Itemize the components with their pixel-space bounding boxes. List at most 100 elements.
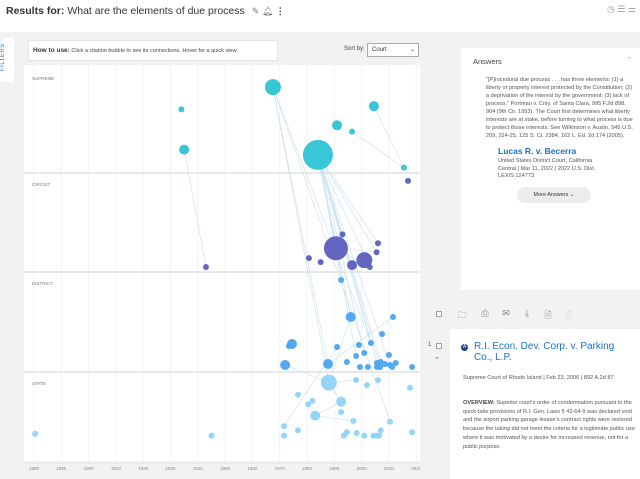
band-label-state: STATE — [32, 381, 46, 386]
citation-bubble-supreme[interactable] — [332, 120, 343, 131]
citation-bubble-district[interactable] — [409, 364, 416, 370]
sort-select[interactable]: Court ⌄ — [367, 43, 419, 57]
citation-bubble-state[interactable] — [294, 391, 301, 398]
citation-bubble-district[interactable] — [367, 340, 374, 346]
x-tick-label: 1930 — [165, 466, 176, 471]
bell-icon[interactable]: 🔔︎ — [261, 5, 274, 16]
print-icon[interactable]: ⎙ — [481, 308, 489, 318]
citation-bubble-circuit[interactable] — [366, 264, 373, 271]
results-title: Results for: What are the elements of due… — [6, 5, 285, 17]
results-label: Results for: — [6, 5, 65, 17]
citation-bubble-state[interactable] — [361, 432, 368, 439]
citation-bubble-state[interactable] — [350, 417, 357, 424]
citation-bubble-state[interactable] — [336, 396, 347, 407]
citation-bubble-district[interactable] — [381, 361, 388, 367]
result-title-link[interactable]: R.I. Econ. Dev. Corp. v. Parking Co., L.… — [474, 341, 615, 363]
citation-bubble-circuit[interactable] — [339, 231, 346, 238]
citation-edge — [373, 106, 405, 168]
citation-bubble-state[interactable] — [320, 374, 337, 391]
citation-bubble-district[interactable] — [356, 364, 363, 370]
citation-bubble-circuit[interactable] — [374, 240, 381, 247]
folder-icon[interactable]: 🗀 — [457, 310, 467, 320]
citation-bubble-state[interactable] — [386, 418, 393, 425]
citation-bubble-supreme[interactable] — [400, 164, 407, 171]
download-icon[interactable]: ⤓ — [525, 308, 529, 318]
citation-bubble-state[interactable] — [409, 429, 416, 436]
citation-bubble-state[interactable] — [294, 427, 301, 434]
result-checkbox[interactable] — [436, 343, 442, 349]
citation-bubble-state[interactable] — [406, 384, 413, 391]
citation-bubble-circuit[interactable] — [305, 255, 312, 262]
filters-tab[interactable]: FILTERS — [0, 38, 14, 82]
citation-bubble-state[interactable] — [364, 382, 371, 389]
citation-bubble-state[interactable] — [376, 432, 383, 439]
more-answers-button[interactable]: More Answers ⌄ — [517, 186, 591, 203]
citation-bubble-state[interactable] — [32, 430, 39, 437]
more-vertical-icon[interactable]: ⋮ — [275, 5, 285, 16]
citation-bubble-circuit[interactable] — [356, 252, 373, 269]
select-all-checkbox[interactable] — [436, 311, 442, 317]
citation-bubble-state[interactable] — [305, 401, 312, 408]
citation-bubble-district[interactable] — [379, 331, 386, 337]
citation-edge — [328, 316, 351, 383]
citation-bubble-circuit[interactable] — [202, 264, 209, 271]
citation-bubble-circuit[interactable] — [405, 177, 412, 184]
citation-bubble-circuit[interactable] — [347, 260, 358, 271]
citation-bubble-district[interactable] — [353, 353, 360, 359]
citation-bubble-district[interactable] — [389, 314, 396, 320]
answer-case-link[interactable]: Lucas R. v. Becerra — [498, 146, 577, 156]
citation-bubble-district[interactable] — [361, 350, 368, 356]
document-icon[interactable]: 🗎 — [544, 310, 552, 320]
citation-bubble-state[interactable] — [310, 410, 321, 421]
citation-bubble-district[interactable] — [392, 360, 399, 366]
citation-bubble-state[interactable] — [377, 427, 384, 434]
citation-bubble-district[interactable] — [385, 352, 392, 358]
list-view-icon[interactable]: ☰ — [617, 4, 626, 14]
citation-bubble-supreme[interactable] — [264, 79, 281, 96]
band-label-supreme: SUPREME — [32, 76, 54, 81]
citation-bubble-state[interactable] — [338, 409, 345, 416]
citation-bubble-circuit[interactable] — [323, 236, 348, 261]
pencil-icon[interactable]: ✎ — [251, 5, 260, 16]
citation-bubble-state[interactable] — [353, 430, 360, 437]
sort-value: Court — [372, 47, 387, 53]
citation-bubble-district[interactable] — [389, 364, 396, 370]
citation-bubble-supreme[interactable] — [349, 128, 356, 135]
citation-edge — [317, 154, 381, 363]
citation-bubble-supreme[interactable] — [179, 144, 190, 155]
citation-bubble-supreme[interactable] — [368, 101, 379, 112]
x-tick-label: 1900 — [84, 466, 95, 471]
citation-edge — [351, 131, 405, 168]
citation-bubble-state[interactable] — [208, 432, 215, 439]
citation-bubble-district[interactable] — [364, 364, 371, 370]
citation-bubble-district[interactable] — [323, 359, 334, 369]
citation-bubble-state[interactable] — [281, 432, 288, 439]
compact-view-icon[interactable]: ⚌ — [627, 4, 636, 14]
citation-bubble-state[interactable] — [309, 397, 316, 404]
citation-bubble-supreme[interactable] — [302, 139, 333, 170]
citation-bubble-state[interactable] — [353, 376, 360, 383]
answer-quote: "[P]rocedural due process . . . has thre… — [486, 77, 633, 139]
citation-bubble-circuit[interactable] — [317, 259, 324, 266]
citation-bubble-district[interactable] — [355, 342, 362, 348]
citation-bubble-district[interactable] — [285, 343, 292, 349]
citation-bubble-state[interactable] — [374, 376, 381, 383]
citation-bubble-district[interactable] — [343, 359, 350, 365]
result-card: A R.I. Econ. Dev. Corp. v. Parking Co., … — [450, 329, 640, 479]
collapse-icon[interactable]: ⌃ — [626, 57, 632, 64]
citation-bubble-circuit[interactable] — [373, 249, 380, 256]
history-icon[interactable]: ◷ — [606, 4, 615, 14]
locate-icon[interactable]: ⌖ — [435, 355, 439, 362]
band-label-district: DISTRICT — [32, 281, 53, 286]
citation-bubble-district[interactable] — [280, 360, 291, 370]
citation-bubble-state[interactable] — [340, 432, 347, 439]
email-icon[interactable]: ✉ — [502, 308, 510, 318]
citation-bubble-district[interactable] — [345, 312, 356, 322]
citation-bubble-district[interactable] — [377, 364, 384, 370]
citation-bubble-state[interactable] — [281, 423, 288, 430]
answers-panel: Answers ⌃ "[P]rocedural due process . . … — [461, 48, 640, 290]
citation-bubble-district[interactable] — [338, 277, 345, 283]
how-to-label: How to use: — [33, 47, 70, 54]
citation-bubble-supreme[interactable] — [178, 106, 185, 113]
citation-bubble-district[interactable] — [334, 344, 341, 350]
